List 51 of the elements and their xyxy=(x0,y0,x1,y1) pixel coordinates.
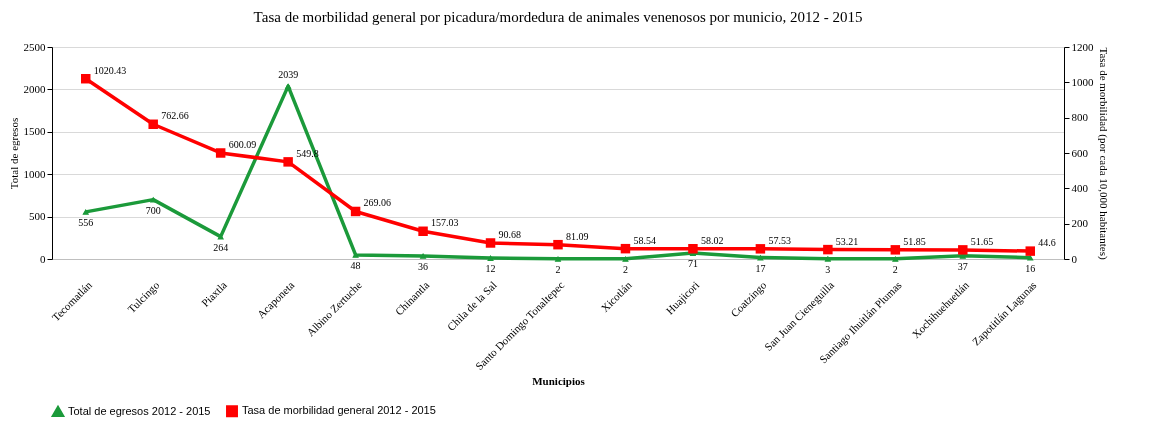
x-tick-label: Chila de la Sal xyxy=(444,278,499,333)
point xyxy=(352,252,359,258)
legend-label: Tasa de morbilidad general 2012 - 2015 xyxy=(242,404,436,417)
y-tick-label: 2000 xyxy=(23,82,46,95)
data-label: 51.85 xyxy=(903,235,926,247)
y2-tick-label: 1200 xyxy=(1071,40,1094,53)
y2-axis-title: Tasa de morbilidad (por cada 10,000 habitantes) xyxy=(1096,47,1110,260)
data-label: 44.6 xyxy=(1038,237,1056,249)
chart-title: Tasa de morbilidad general por picadura/mordedura de animales venenosos por municio, 2012 - 2015 xyxy=(253,9,863,25)
y-tick-label: 0 xyxy=(40,252,46,265)
data-label: 700 xyxy=(145,204,161,216)
data-label: 48 xyxy=(350,259,361,271)
data-label: 37 xyxy=(957,260,968,272)
y2-tick-label: 600 xyxy=(1071,146,1089,159)
data-label: 2039 xyxy=(278,69,299,81)
data-label: 157.03 xyxy=(431,217,459,229)
data-label: 51.65 xyxy=(970,235,994,247)
data-label: 71 xyxy=(687,257,698,269)
data-label: 269.06 xyxy=(363,197,392,209)
data-label: 600.09 xyxy=(228,138,257,150)
data-label: 90.68 xyxy=(498,228,522,240)
data-label: 2 xyxy=(892,263,898,275)
data-label: 81.09 xyxy=(566,230,589,242)
data-label: 16 xyxy=(1025,262,1036,274)
data-label: 36 xyxy=(418,260,429,272)
data-label: 53.21 xyxy=(835,235,859,247)
y-tick-label: 1000 xyxy=(23,167,46,180)
y-tick-label: 500 xyxy=(29,210,46,223)
x-axis-title: Municipios xyxy=(532,375,586,388)
data-label: 762.66 xyxy=(161,110,189,122)
data-label: 17 xyxy=(755,262,766,274)
y2-tick-label: 1000 xyxy=(1071,75,1094,88)
y-axis-title: Total de egresos xyxy=(7,117,20,190)
y2-tick-label: 200 xyxy=(1071,217,1089,230)
data-label: 264 xyxy=(213,241,229,253)
data-label: 3 xyxy=(825,263,831,275)
data-label: 1020.43 xyxy=(93,64,127,76)
legend-label: Total de egresos 2012 - 2015 xyxy=(68,404,211,417)
data-label: 2 xyxy=(622,263,628,275)
data-label: 58.02 xyxy=(700,234,724,246)
y2-tick-label: 800 xyxy=(1071,111,1089,124)
y-tick-label: 1500 xyxy=(23,125,46,138)
data-label: 12 xyxy=(485,262,496,274)
data-label: 57.53 xyxy=(768,234,791,246)
y-tick-label: 2500 xyxy=(23,40,46,53)
data-label: 2 xyxy=(555,263,561,275)
data-label: 58.54 xyxy=(633,234,656,246)
data-label: 556 xyxy=(78,216,94,228)
y2-tick-label: 400 xyxy=(1071,181,1089,194)
point xyxy=(487,255,494,261)
y2-tick-label: 0 xyxy=(1071,252,1078,265)
